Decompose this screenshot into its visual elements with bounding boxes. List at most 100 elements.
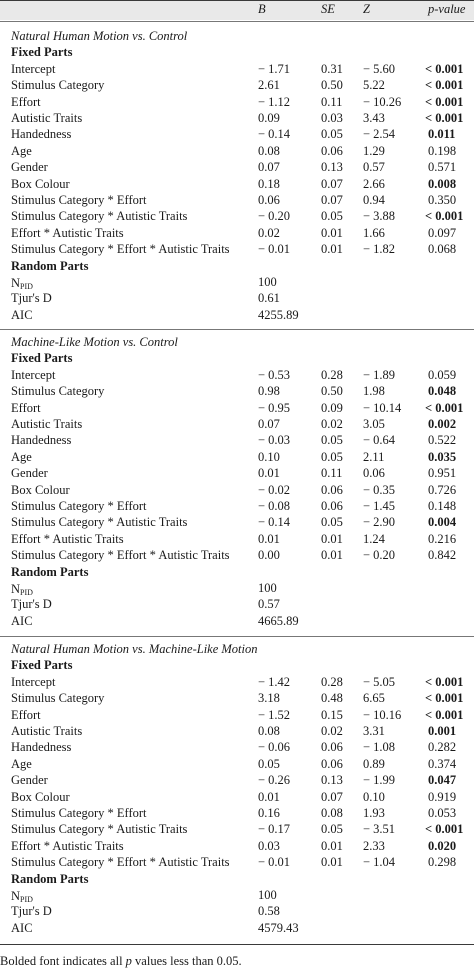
coef-z: − 1.82 bbox=[363, 242, 396, 257]
row-label: Effort * Autistic Traits bbox=[11, 531, 124, 546]
coef-b: 0.07 bbox=[258, 417, 280, 431]
coef-b: 0.07 bbox=[258, 160, 280, 175]
row-label: Effort bbox=[11, 400, 41, 415]
coef-se: 0.01 bbox=[321, 838, 343, 853]
coef-b: − 0.06 bbox=[258, 740, 291, 755]
p-value: 0.020 bbox=[428, 838, 457, 853]
coef-b: − 0.17 bbox=[258, 822, 291, 837]
coef-z: − 10.14 bbox=[363, 400, 402, 415]
coef-b: 0.98 bbox=[258, 384, 280, 399]
p-value: 0.842 bbox=[428, 548, 457, 563]
coef-z: − 3.88 bbox=[363, 209, 396, 224]
coef-z: 2.33 bbox=[363, 838, 385, 853]
p-value: 0.298 bbox=[428, 855, 457, 870]
coef-b: − 0.20 bbox=[258, 209, 291, 224]
row-label: Gender bbox=[11, 466, 48, 481]
coef-z: − 1.89 bbox=[363, 367, 396, 382]
coef-z: 2.11 bbox=[363, 449, 385, 464]
coef-se: 0.02 bbox=[321, 417, 343, 431]
p-value: 0.001 bbox=[428, 724, 457, 738]
coef-z: 3.05 bbox=[363, 417, 385, 431]
coef-b: 0.10 bbox=[258, 449, 280, 464]
coef-b: 0.08 bbox=[258, 143, 280, 158]
coef-z: − 2.54 bbox=[363, 127, 396, 142]
row-label: Stimulus Category bbox=[11, 384, 105, 399]
coef-z: − 10.16 bbox=[363, 707, 402, 722]
npid-main: N bbox=[11, 889, 21, 903]
coef-se: 0.13 bbox=[321, 160, 343, 175]
npid-label: NPID bbox=[11, 888, 33, 905]
table-footnote: Bolded font indicates all p values less … bbox=[0, 954, 242, 968]
p-value: 0.048 bbox=[428, 384, 457, 399]
coef-se: 0.01 bbox=[321, 531, 343, 546]
row-label: Handedness bbox=[11, 433, 72, 448]
header-z: Z bbox=[363, 2, 370, 16]
p-value: 0.008 bbox=[428, 176, 457, 191]
coef-z: − 0.64 bbox=[363, 433, 396, 448]
coef-se: 0.07 bbox=[321, 193, 343, 207]
coef-se: 0.13 bbox=[321, 773, 343, 788]
p-value: 0.002 bbox=[428, 417, 457, 431]
coef-se: 0.05 bbox=[321, 433, 343, 448]
coef-z: − 1.04 bbox=[363, 855, 396, 870]
coef-z: − 1.99 bbox=[363, 773, 396, 788]
row-label: Stimulus Category * Effort bbox=[11, 499, 147, 513]
row-label: Box Colour bbox=[11, 789, 70, 804]
npid-subscript: PID bbox=[20, 588, 33, 597]
aic-value: 4579.43 bbox=[258, 920, 299, 935]
row-label: Stimulus Category * Autistic Traits bbox=[11, 822, 188, 837]
p-value: 0.522 bbox=[428, 433, 457, 448]
p-value: 0.951 bbox=[428, 466, 457, 481]
header-p-value: p-value bbox=[428, 2, 466, 16]
coef-b: 0.02 bbox=[258, 225, 280, 240]
tjur-value: 0.57 bbox=[258, 597, 280, 612]
coef-z: 0.94 bbox=[363, 193, 385, 207]
p-value: < 0.001 bbox=[425, 209, 464, 224]
random-parts-heading: Random Parts bbox=[11, 564, 89, 579]
section-title: Natural Human Motion vs. Control bbox=[11, 29, 188, 43]
coef-b: − 1.52 bbox=[258, 707, 291, 722]
p-value: 0.198 bbox=[428, 143, 457, 158]
coef-se: 0.11 bbox=[321, 466, 343, 481]
coef-se: 0.06 bbox=[321, 740, 343, 755]
coef-z: 0.06 bbox=[363, 466, 385, 481]
p-value: 0.059 bbox=[428, 367, 457, 382]
p-value: 0.097 bbox=[428, 225, 457, 240]
coef-z: 1.93 bbox=[363, 806, 385, 820]
section-title: Natural Human Motion vs. Machine-Like Mo… bbox=[11, 642, 258, 656]
coef-se: 0.02 bbox=[321, 724, 343, 738]
coef-se: 0.05 bbox=[321, 822, 343, 837]
coef-se: 0.06 bbox=[321, 756, 343, 771]
aic-label: AIC bbox=[11, 920, 33, 935]
coef-se: 0.50 bbox=[321, 78, 343, 93]
p-value: < 0.001 bbox=[425, 691, 464, 706]
coef-se: 0.28 bbox=[321, 674, 343, 689]
coef-b: 0.03 bbox=[258, 838, 280, 853]
row-label: Stimulus Category * Effort * Autistic Tr… bbox=[11, 242, 230, 257]
row-label: Intercept bbox=[11, 367, 56, 382]
row-label: Intercept bbox=[11, 674, 56, 689]
coef-se: 0.01 bbox=[321, 855, 343, 870]
coef-z: 1.66 bbox=[363, 225, 385, 240]
coef-b: − 1.12 bbox=[258, 94, 291, 109]
coef-z: − 3.51 bbox=[363, 822, 396, 837]
coef-z: 1.29 bbox=[363, 143, 385, 158]
coef-b: 0.18 bbox=[258, 176, 280, 191]
coef-z: − 1.45 bbox=[363, 499, 396, 513]
coef-b: − 1.42 bbox=[258, 674, 291, 689]
row-label: Age bbox=[11, 143, 32, 158]
p-value: 0.919 bbox=[428, 789, 457, 804]
tjur-value: 0.61 bbox=[258, 291, 280, 306]
section-rule bbox=[0, 329, 474, 330]
tjur-label: Tjur's D bbox=[11, 597, 52, 612]
p-value: 0.148 bbox=[428, 499, 457, 513]
coef-z: − 5.60 bbox=[363, 61, 396, 76]
coef-z: − 0.20 bbox=[363, 548, 396, 563]
coef-b: − 0.26 bbox=[258, 773, 291, 788]
coef-z: 0.57 bbox=[363, 160, 385, 175]
p-value: < 0.001 bbox=[425, 111, 464, 125]
npid-main: N bbox=[11, 582, 21, 596]
coef-b: − 0.02 bbox=[258, 482, 291, 497]
coef-z: 0.10 bbox=[363, 789, 385, 804]
coef-b: 2.61 bbox=[258, 78, 280, 93]
